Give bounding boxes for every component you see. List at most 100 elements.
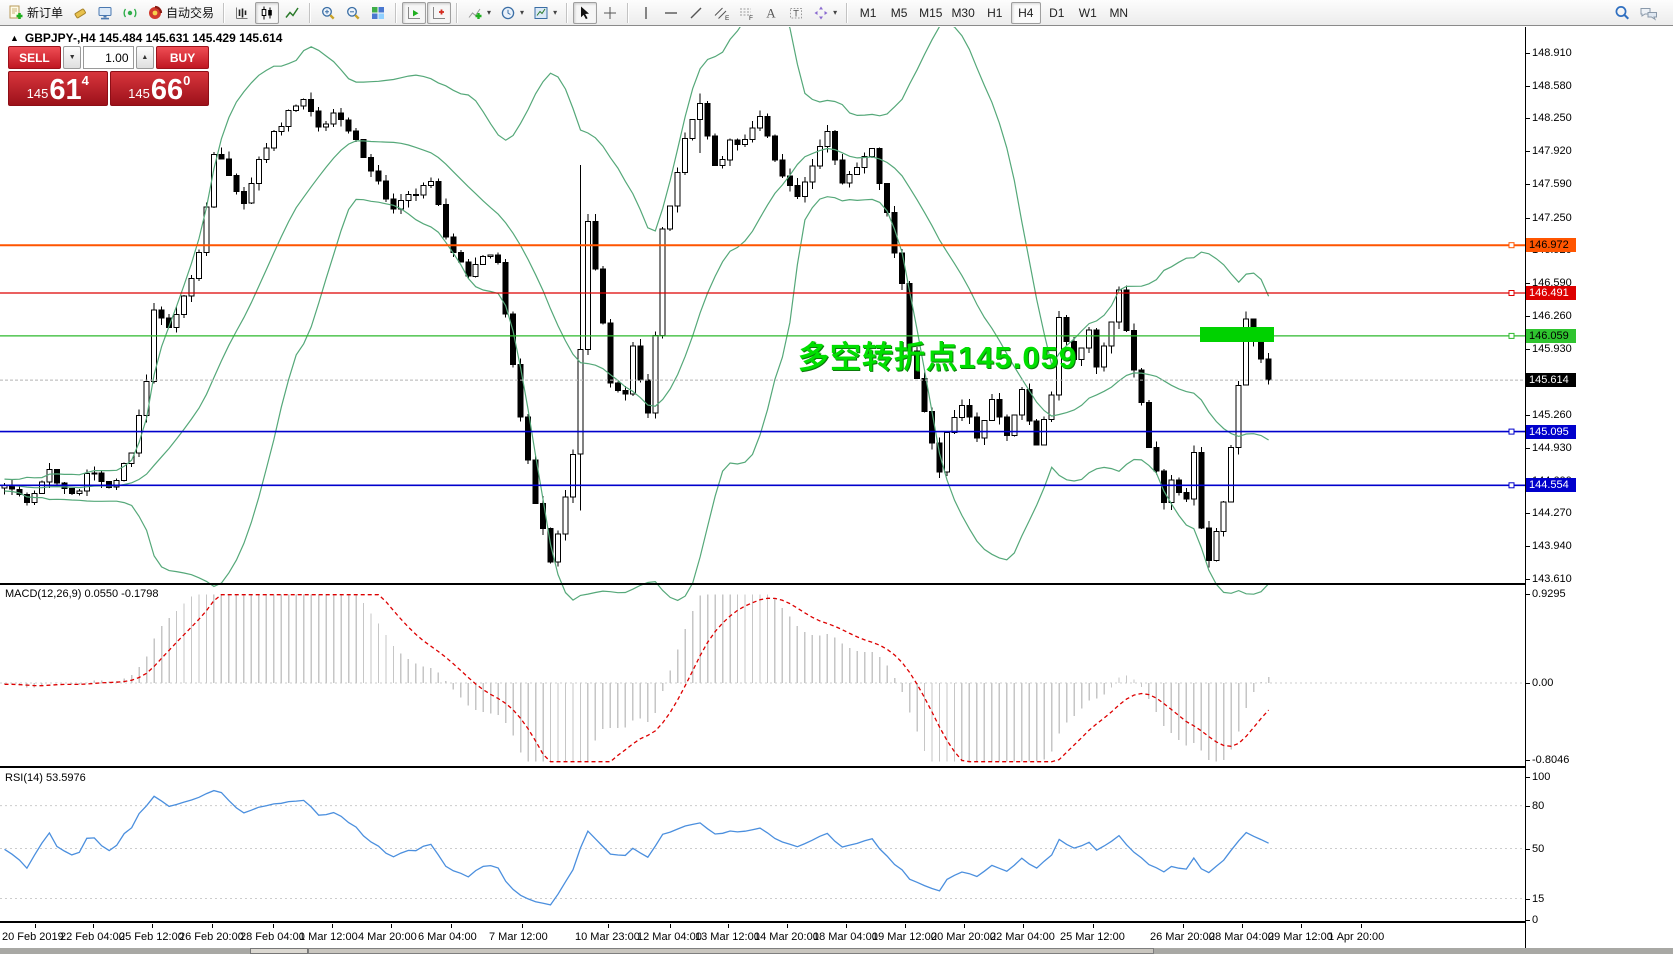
price-tick <box>1525 184 1530 185</box>
timeframe-MN[interactable]: MN <box>1109 5 1129 20</box>
channel-icon: E <box>713 5 729 21</box>
time-tick <box>728 924 729 928</box>
time-tick <box>787 924 788 928</box>
price-tick <box>1525 218 1530 219</box>
price-tick-label: 143.940 <box>1532 540 1572 552</box>
macd-tick <box>1525 594 1530 595</box>
timeframe-H1[interactable]: H1 <box>987 5 1003 20</box>
rsi-tick <box>1525 777 1530 778</box>
zoom-out-button[interactable] <box>341 2 365 24</box>
tile-windows-icon <box>370 5 386 21</box>
time-label: 22 Mar 04:00 <box>990 931 1055 943</box>
cursor-icon <box>577 5 593 21</box>
volume-up-button[interactable]: ▲ <box>135 46 155 69</box>
rsi-tick <box>1525 806 1530 807</box>
vertical-line-button[interactable] <box>634 2 658 24</box>
price-tick-label: 148.580 <box>1532 80 1572 92</box>
rsi-tick <box>1525 920 1530 921</box>
timeframe-M15[interactable]: M15 <box>919 5 943 20</box>
price-tick <box>1525 579 1530 580</box>
timeframe-D1[interactable]: D1 <box>1049 5 1065 20</box>
price-tick <box>1525 283 1530 284</box>
sell-button[interactable]: SELL <box>8 46 61 69</box>
zoom-in-button[interactable] <box>316 2 340 24</box>
timeframe-W1[interactable]: W1 <box>1078 5 1097 20</box>
price-tick-label: 145.260 <box>1532 409 1572 421</box>
label-button[interactable]: T <box>784 2 808 24</box>
add-indicator-button[interactable]: ▾ <box>463 2 495 24</box>
time-label: 20 Feb 2019 <box>2 931 64 943</box>
terminal-icon <box>97 5 113 21</box>
chart-shift-button[interactable] <box>427 1 452 24</box>
time-label: 13 Mar 12:00 <box>695 931 760 943</box>
vertical-line-icon <box>638 5 654 21</box>
time-tick <box>964 924 965 928</box>
arrows-button[interactable]: ▾ <box>809 2 841 24</box>
collapse-arrow-icon[interactable]: ▲ <box>10 33 19 43</box>
auto-trading-button[interactable]: 自动交易 <box>143 2 218 24</box>
crosshair-button[interactable] <box>598 2 622 24</box>
toolbar-separator <box>309 2 312 23</box>
price-tick-label: 147.920 <box>1532 145 1572 157</box>
terminal-button[interactable] <box>93 2 117 24</box>
price-tick <box>1525 448 1530 449</box>
signal-button[interactable] <box>118 2 142 24</box>
candlestick-chart-button[interactable] <box>255 1 280 24</box>
price-tick-label: 145.930 <box>1532 343 1572 355</box>
new-order-button[interactable]: 新订单 <box>4 2 67 24</box>
text-button[interactable]: A <box>759 2 783 24</box>
time-tick <box>93 924 94 928</box>
price-tag-145.095: 145.095 <box>1526 425 1576 439</box>
bar-chart-button[interactable] <box>230 2 254 24</box>
template-button[interactable]: ▾ <box>529 2 561 24</box>
period-button[interactable]: ▾ <box>496 2 528 24</box>
macd-tick <box>1525 683 1530 684</box>
time-label: 10 Mar 23:00 <box>575 931 640 943</box>
sell-price[interactable]: 145 61 4 <box>8 71 108 106</box>
time-label: 25 Feb 12:00 <box>119 931 184 943</box>
chat-icon[interactable] <box>1639 5 1659 21</box>
timeframe-M1[interactable]: M1 <box>859 5 877 20</box>
time-tick <box>273 924 274 928</box>
arrows-icon <box>813 5 829 21</box>
trendline-button[interactable] <box>684 2 708 24</box>
time-tick <box>905 924 906 928</box>
time-label: 29 Mar 12:00 <box>1268 931 1333 943</box>
time-tick <box>608 924 609 928</box>
fibonacci-button[interactable]: F <box>734 2 758 24</box>
price-tick <box>1525 349 1530 350</box>
time-label: 14 Mar 20:00 <box>754 931 819 943</box>
volume-input[interactable]: 1.00 <box>83 46 134 69</box>
chart-annotation[interactable]: 多空转折点145.059 <box>798 340 1078 375</box>
cursor-button[interactable] <box>573 1 598 24</box>
line-chart-button[interactable] <box>280 2 304 24</box>
price-tick-label: 147.250 <box>1532 212 1572 224</box>
timeframe-M5[interactable]: M5 <box>890 5 908 20</box>
volume-down-button[interactable]: ▼ <box>62 46 82 69</box>
time-tick <box>1301 924 1302 928</box>
price-tick-label: 147.590 <box>1532 178 1572 190</box>
channel-button[interactable]: E <box>709 2 733 24</box>
eraser-button[interactable] <box>68 2 92 24</box>
tile-windows-button[interactable] <box>366 2 390 24</box>
bottom-inset <box>308 948 1154 954</box>
time-label: 7 Mar 12:00 <box>489 931 548 943</box>
buy-price[interactable]: 145 66 0 <box>109 71 209 106</box>
bottom-tab[interactable] <box>250 948 308 954</box>
toolbar-right <box>1613 4 1669 22</box>
timeframe-H4[interactable]: H4 <box>1010 1 1041 24</box>
timeframe-M30[interactable]: M30 <box>951 5 975 20</box>
price-chart-canvas[interactable] <box>0 27 1525 923</box>
buy-button[interactable]: BUY <box>156 46 209 69</box>
time-tick <box>212 924 213 928</box>
price-tick <box>1525 151 1530 152</box>
signal-icon <box>122 5 138 21</box>
time-tick <box>670 924 671 928</box>
horizontal-line-button[interactable] <box>659 2 683 24</box>
rsi-axis-label: 80 <box>1532 800 1545 812</box>
rsi-tick <box>1525 849 1530 850</box>
auto-scroll-button[interactable] <box>402 1 427 24</box>
bar-chart-icon <box>234 5 250 21</box>
price-tick <box>1525 118 1530 119</box>
search-icon[interactable] <box>1613 4 1631 22</box>
